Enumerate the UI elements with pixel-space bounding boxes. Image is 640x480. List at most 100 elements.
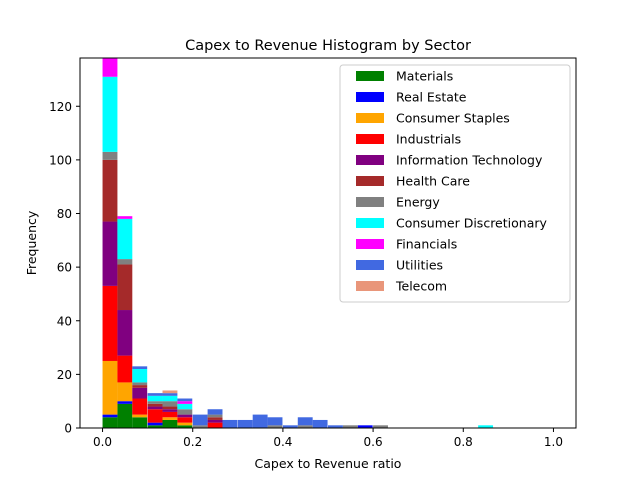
chart-title: Capex to Revenue Histogram by Sector: [185, 38, 471, 54]
y-axis-label: Frequency: [24, 210, 39, 275]
bar-consumer-discretionary-bin-3: [147, 395, 163, 402]
bar-utilities-bin-7: [207, 409, 223, 415]
legend: Materials Real Estate Consumer Staples Indu…: [339, 64, 571, 303]
bar-utilities-bin-5: [177, 398, 193, 402]
bar-utilities-bin-2: [132, 366, 148, 370]
y-axis: 0 20 40 60 80 100 120: [49, 100, 80, 436]
x-tick-label: 0.6: [364, 435, 383, 449]
legend-label: Industrials: [396, 132, 461, 147]
bar-consumer-staples-bin-0: [102, 360, 118, 415]
bar-real-estate-bin-1: [117, 401, 133, 404]
bar-consumer-discretionary-bin-4: [162, 395, 178, 402]
y-tick-label: 40: [57, 314, 72, 328]
bar-consumer-staples-bin-4: [162, 417, 178, 420]
bar-information-technology-bin-0: [102, 221, 118, 286]
x-tick-label: 0.2: [183, 435, 202, 449]
bar-industrials-bin-0: [102, 285, 118, 361]
bar-utilities-bin-12: [282, 425, 298, 428]
bar-utilities-bin-13: [297, 417, 313, 426]
bar-consumer-discretionary-bin-5: [177, 403, 193, 410]
bar-financials-bin-0: [102, 58, 118, 77]
legend-swatch: [356, 218, 384, 228]
bar-materials-bin-5: [177, 425, 193, 428]
bar-information-technology-bin-2: [132, 387, 148, 399]
bar-utilities-bin-3: [147, 393, 163, 396]
bar-consumer-discretionary-bin-1: [117, 218, 133, 260]
bar-materials-bin-3: [147, 425, 163, 428]
y-tick-label: 100: [49, 153, 72, 167]
legend-swatch: [356, 197, 384, 207]
bar-industrials-bin-4: [162, 411, 178, 418]
bar-information-technology-bin-4: [162, 409, 178, 412]
x-tick-label: 1.0: [544, 435, 563, 449]
bar-health-care-bin-7: [207, 417, 223, 420]
bar-financials-bin-1: [117, 216, 133, 219]
bar-financials-bin-5: [177, 401, 193, 404]
bar-industrials-bin-5: [177, 417, 193, 423]
bar-industrials-bin-3: [147, 409, 163, 423]
bar-energy-bin-13: [297, 425, 313, 428]
bar-utilities-bin-8: [222, 419, 238, 428]
bar-energy-bin-11: [267, 425, 283, 428]
x-axis: 0.0 0.2 0.4 0.6 0.8 1.0: [93, 428, 563, 449]
legend-swatch: [356, 113, 384, 123]
legend-label: Materials: [396, 69, 453, 84]
legend-swatch: [356, 281, 384, 291]
legend-swatch: [356, 92, 384, 102]
bar-materials-bin-4: [162, 419, 178, 428]
bar-utilities-bin-6: [192, 414, 208, 426]
legend-label: Information Technology: [396, 153, 543, 168]
bars-layer: [102, 58, 494, 428]
bar-information-technology-bin-3: [147, 406, 163, 410]
bar-information-technology-bin-7: [207, 419, 223, 423]
bar-consumer-discretionary-bin-0: [102, 76, 118, 152]
bar-consumer-discretionary-bin-2: [132, 369, 148, 383]
x-tick-label: 0.0: [93, 435, 112, 449]
bar-energy-bin-16: [342, 425, 358, 428]
bar-energy-bin-7: [207, 414, 223, 418]
bar-energy-bin-18: [373, 425, 388, 428]
x-axis-label: Capex to Revenue ratio: [255, 456, 402, 471]
bar-utilities-bin-4: [162, 393, 178, 396]
bar-industrials-bin-1: [117, 355, 133, 383]
bar-consumer-staples-bin-2: [132, 414, 148, 418]
bar-information-technology-bin-1: [117, 310, 133, 356]
legend-label: Financials: [396, 237, 457, 252]
bar-energy-bin-5: [177, 409, 193, 415]
legend-label: Consumer Discretionary: [396, 216, 547, 231]
y-tick-label: 80: [57, 207, 72, 221]
bar-health-care-bin-4: [162, 406, 178, 410]
legend-swatch: [356, 176, 384, 186]
bar-real-estate-bin-3: [147, 422, 163, 426]
bar-materials-bin-0: [102, 417, 118, 428]
legend-swatch: [356, 260, 384, 270]
bar-energy-bin-4: [162, 401, 178, 407]
y-tick-label: 0: [64, 422, 72, 436]
bar-information-technology-bin-5: [177, 414, 193, 418]
bar-health-care-bin-3: [147, 403, 163, 407]
bar-energy-bin-2: [132, 382, 148, 386]
bar-consumer-staples-bin-5: [177, 422, 193, 426]
bar-real-estate-bin-0: [102, 414, 118, 418]
bar-industrials-bin-7: [207, 422, 223, 428]
bar-industrials-bin-2: [132, 398, 148, 415]
bar-energy-bin-3: [147, 401, 163, 404]
bar-materials-bin-1: [117, 403, 133, 428]
bar-utilities-bin-11: [267, 417, 283, 426]
legend-label: Real Estate: [396, 90, 467, 105]
legend-label: Telecom: [395, 279, 447, 294]
bar-energy-bin-6: [192, 425, 208, 428]
y-tick-label: 60: [57, 261, 72, 275]
legend-label: Health Care: [396, 174, 470, 189]
bar-consumer-staples-bin-1: [117, 382, 133, 402]
bar-health-care-bin-1: [117, 264, 133, 311]
bar-energy-bin-1: [117, 259, 133, 265]
x-tick-label: 0.4: [273, 435, 292, 449]
legend-label: Consumer Staples: [396, 111, 510, 126]
legend-label: Energy: [396, 195, 440, 210]
bar-real-estate-bin-17: [357, 425, 373, 428]
y-tick-label: 120: [49, 100, 72, 114]
bar-utilities-bin-10: [252, 414, 268, 428]
legend-label: Utilities: [396, 258, 443, 273]
legend-swatch: [356, 239, 384, 249]
